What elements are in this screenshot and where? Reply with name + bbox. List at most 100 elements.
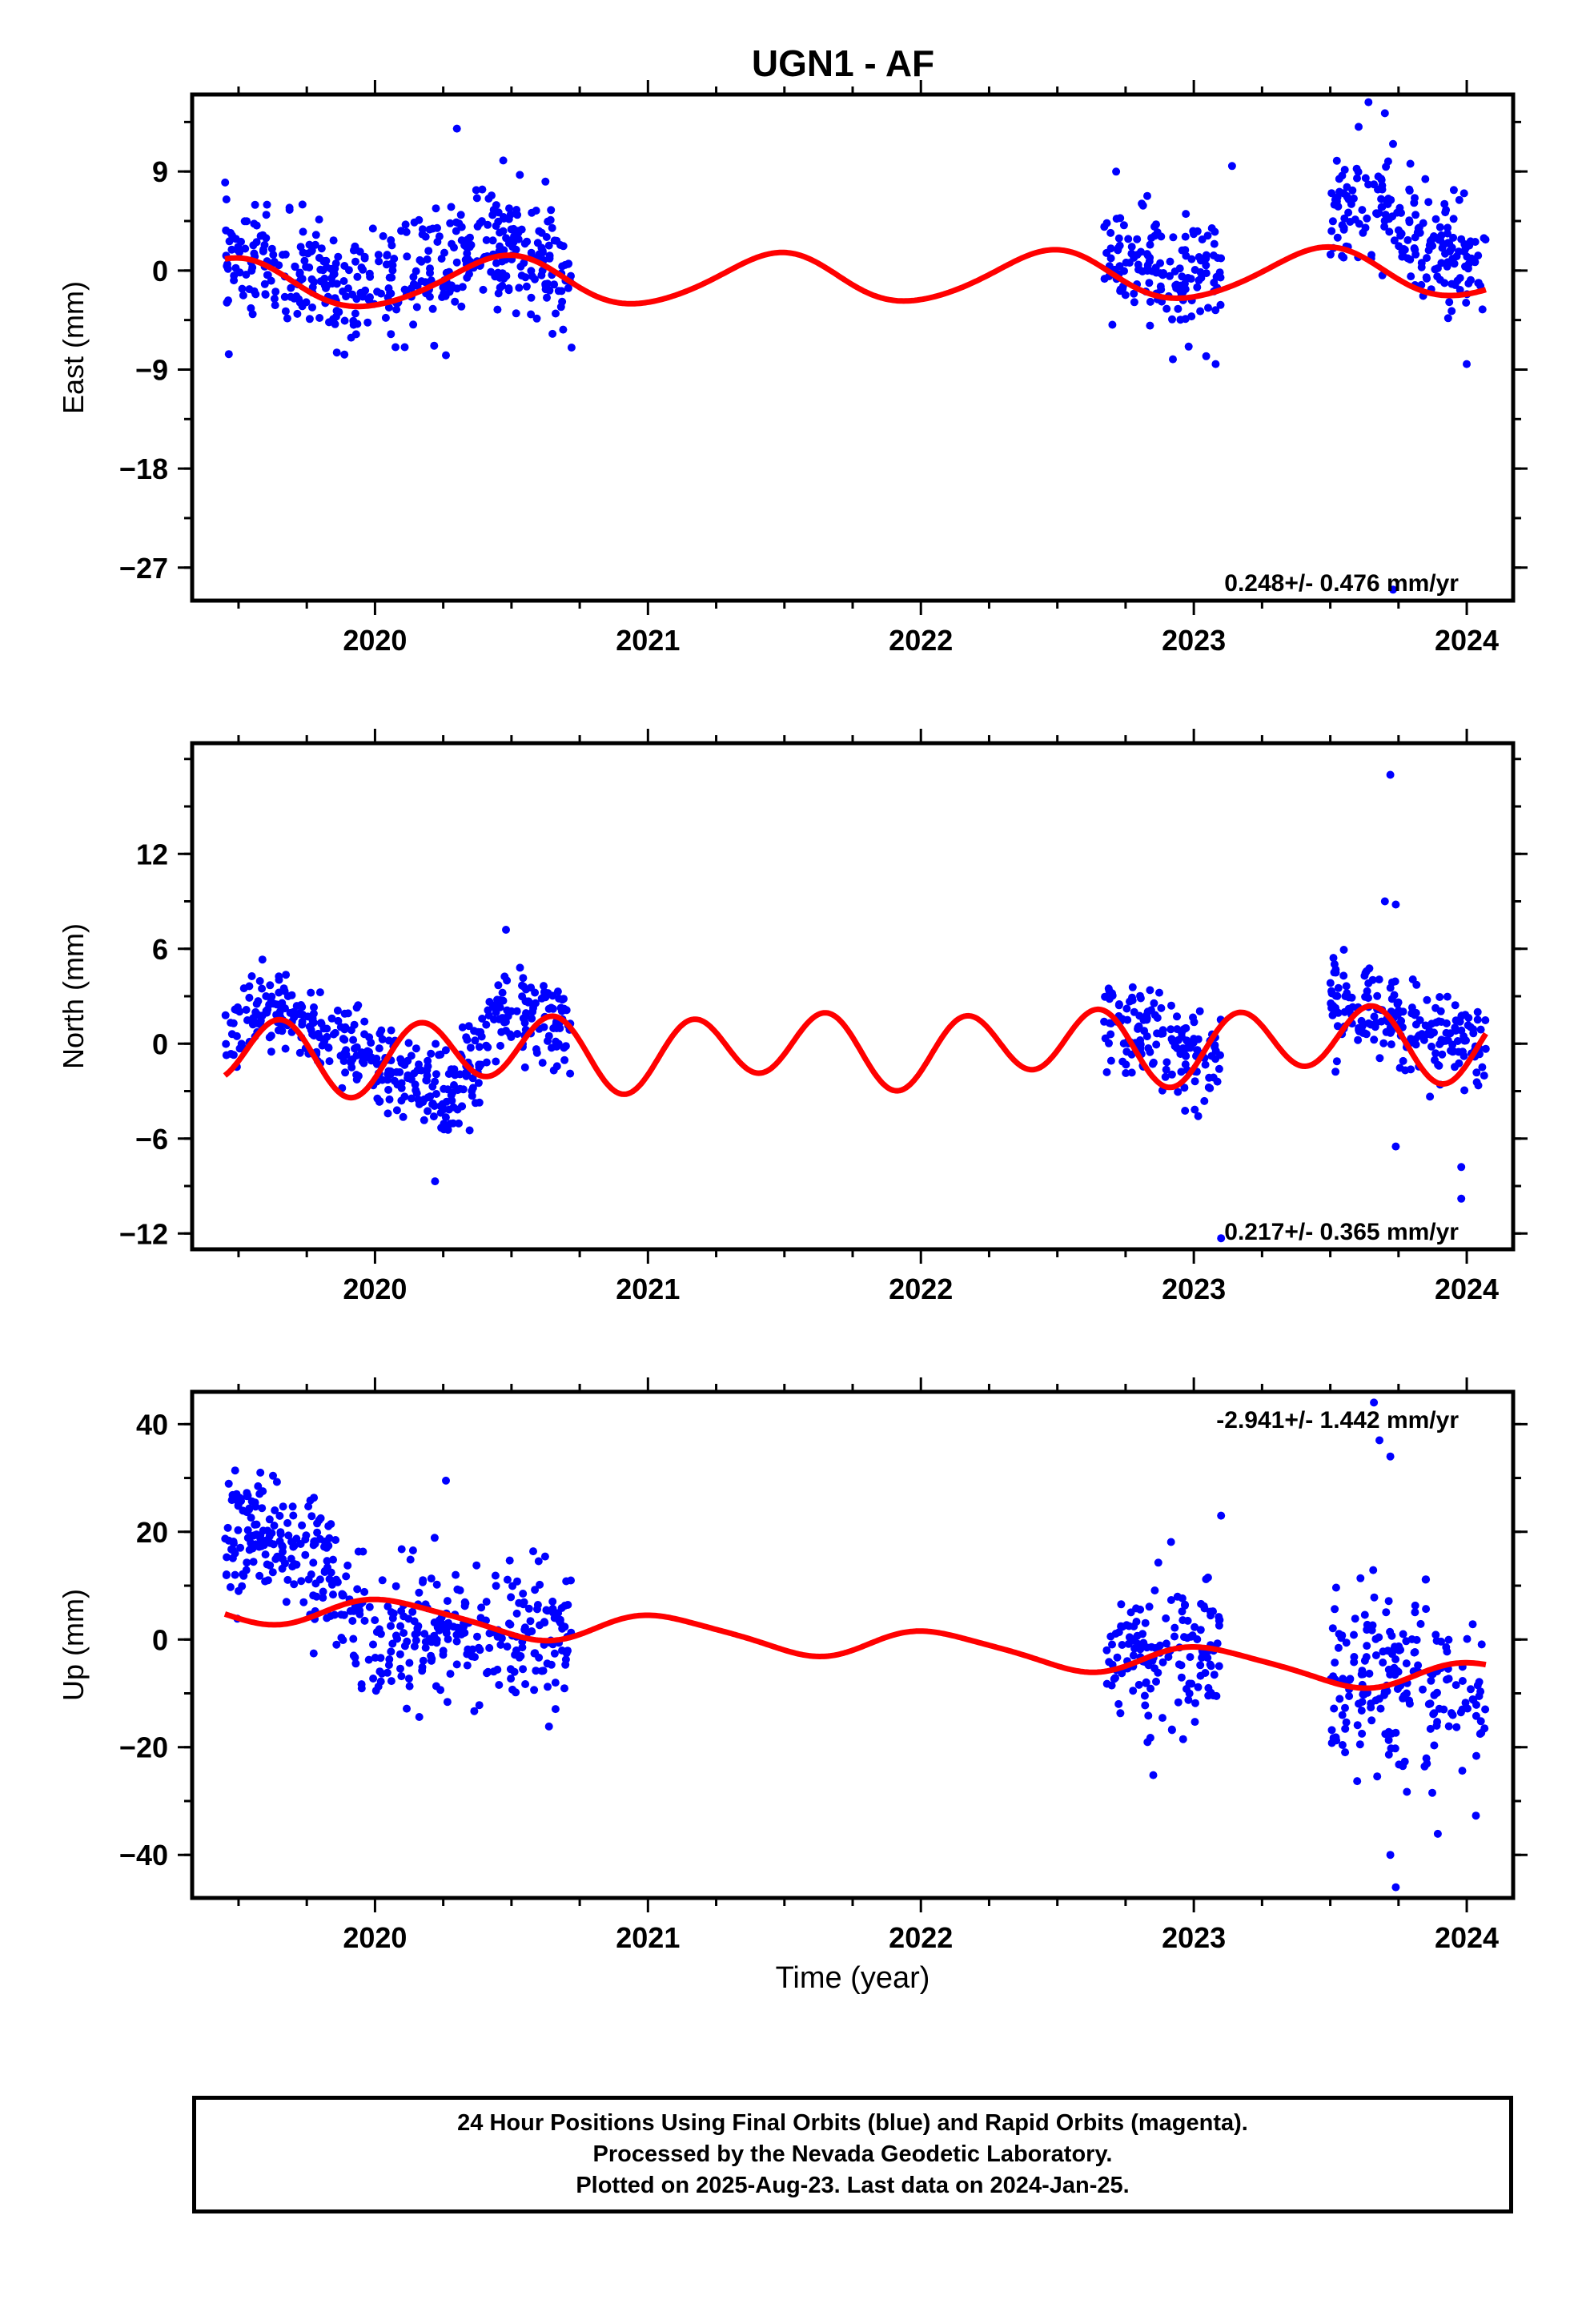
up-data-point: [507, 1675, 516, 1683]
up-data-point: [1456, 1708, 1465, 1717]
up-data-point: [1145, 1602, 1154, 1611]
east-data-point: [1114, 234, 1123, 243]
up-data-point: [444, 1618, 452, 1627]
up-data-point: [408, 1546, 417, 1554]
north-data-point: [1207, 1051, 1216, 1060]
north-data-point: [1331, 1068, 1340, 1076]
east-data-point: [1443, 258, 1452, 267]
north-data-point: [1326, 979, 1335, 987]
north-data-point: [1173, 1025, 1182, 1034]
east-data-point: [235, 268, 244, 277]
up-data-point: [1433, 1829, 1442, 1838]
north-data-point: [507, 1033, 516, 1041]
east-data-point: [1411, 250, 1420, 259]
up-data-point: [242, 1566, 251, 1574]
up-data-point: [389, 1609, 398, 1618]
east-data-point: [484, 220, 492, 229]
up-data-point: [468, 1645, 477, 1654]
up-data-point: [452, 1637, 461, 1646]
east-data-point: [1367, 251, 1375, 259]
east-data-point: [303, 249, 312, 258]
north-data-point: [1155, 988, 1163, 997]
east-data-point: [455, 219, 464, 228]
north-data-point: [1480, 1072, 1488, 1080]
east-data-point: [1214, 254, 1222, 263]
east-data-point: [1380, 223, 1389, 231]
up-data-point: [1332, 1736, 1341, 1745]
north-data-point: [1174, 1088, 1182, 1096]
east-data-point: [1355, 123, 1363, 131]
east-data-point: [281, 307, 290, 316]
north-data-point: [1446, 1029, 1455, 1038]
up-data-point: [396, 1622, 405, 1630]
east-data-point: [1156, 259, 1165, 267]
north-data-point: [520, 982, 528, 991]
east-data-point: [552, 309, 560, 318]
up-data-point: [419, 1656, 428, 1665]
north-data-point: [1158, 1026, 1167, 1035]
up-data-point: [1210, 1671, 1219, 1679]
north-data-point: [1146, 986, 1154, 995]
up-data-point: [551, 1679, 560, 1687]
up-data-point: [1369, 1566, 1378, 1574]
east-data-point: [500, 215, 508, 223]
east-data-point: [305, 315, 314, 324]
east-data-point: [221, 178, 230, 187]
up-data-point: [276, 1553, 285, 1562]
east-data-point: [1424, 198, 1433, 207]
up-data-point: [1379, 1659, 1387, 1667]
up-y-tick-label: −40: [119, 1839, 168, 1872]
north-data-point: [1106, 1056, 1115, 1065]
east-data-point: [1216, 300, 1225, 309]
up-data-point: [1197, 1599, 1206, 1608]
north-model-curve: [223, 1003, 1488, 1101]
east-data-point: [472, 186, 480, 195]
up-data-point: [1350, 1653, 1359, 1661]
x-axis-label: Time (year): [776, 1961, 930, 1995]
east-data-point: [349, 320, 358, 329]
up-data-point: [1191, 1699, 1199, 1707]
north-data-point: [1435, 1061, 1443, 1070]
east-data-point: [1335, 175, 1343, 183]
up-data-point: [289, 1542, 298, 1551]
north-data-point: [560, 1055, 569, 1064]
north-data-point: [383, 1076, 392, 1084]
east-x-tick-label: 2024: [1435, 624, 1499, 657]
east-data-point: [1456, 274, 1464, 283]
up-data-point: [1203, 1573, 1212, 1582]
north-data-point: [254, 1011, 262, 1019]
north-data-point: [1476, 1025, 1485, 1034]
north-data-point: [1454, 1047, 1463, 1056]
up-data-point: [1186, 1653, 1195, 1662]
up-data-point: [1338, 1711, 1347, 1719]
up-data-point: [1411, 1608, 1419, 1617]
east-data-point: [548, 329, 557, 338]
east-data-point: [564, 259, 572, 268]
north-data-point: [1365, 964, 1374, 973]
up-data-point: [254, 1482, 263, 1490]
north-data-point: [1339, 971, 1348, 980]
east-data-point: [251, 200, 259, 209]
north-y-tick-label: 0: [152, 1027, 168, 1060]
up-data-point: [265, 1515, 274, 1524]
up-data-point: [283, 1518, 292, 1527]
up-data-point: [1113, 1653, 1122, 1662]
up-data-point: [323, 1557, 331, 1566]
up-data-point: [1170, 1632, 1178, 1641]
up-data-point: [309, 1558, 318, 1567]
north-data-point: [1344, 993, 1353, 1002]
east-data-point: [366, 293, 374, 302]
up-data-point: [275, 1511, 284, 1520]
up-data-point: [231, 1466, 239, 1475]
up-data-point: [1213, 1639, 1222, 1648]
up-data-point: [1355, 1699, 1363, 1708]
north-data-point: [1216, 1051, 1224, 1059]
up-data-point: [405, 1682, 414, 1691]
up-data-point: [430, 1534, 439, 1542]
up-data-point: [343, 1561, 352, 1570]
up-data-point: [1402, 1637, 1411, 1646]
up-data-point: [1170, 1623, 1179, 1632]
up-data-point: [1155, 1641, 1164, 1650]
